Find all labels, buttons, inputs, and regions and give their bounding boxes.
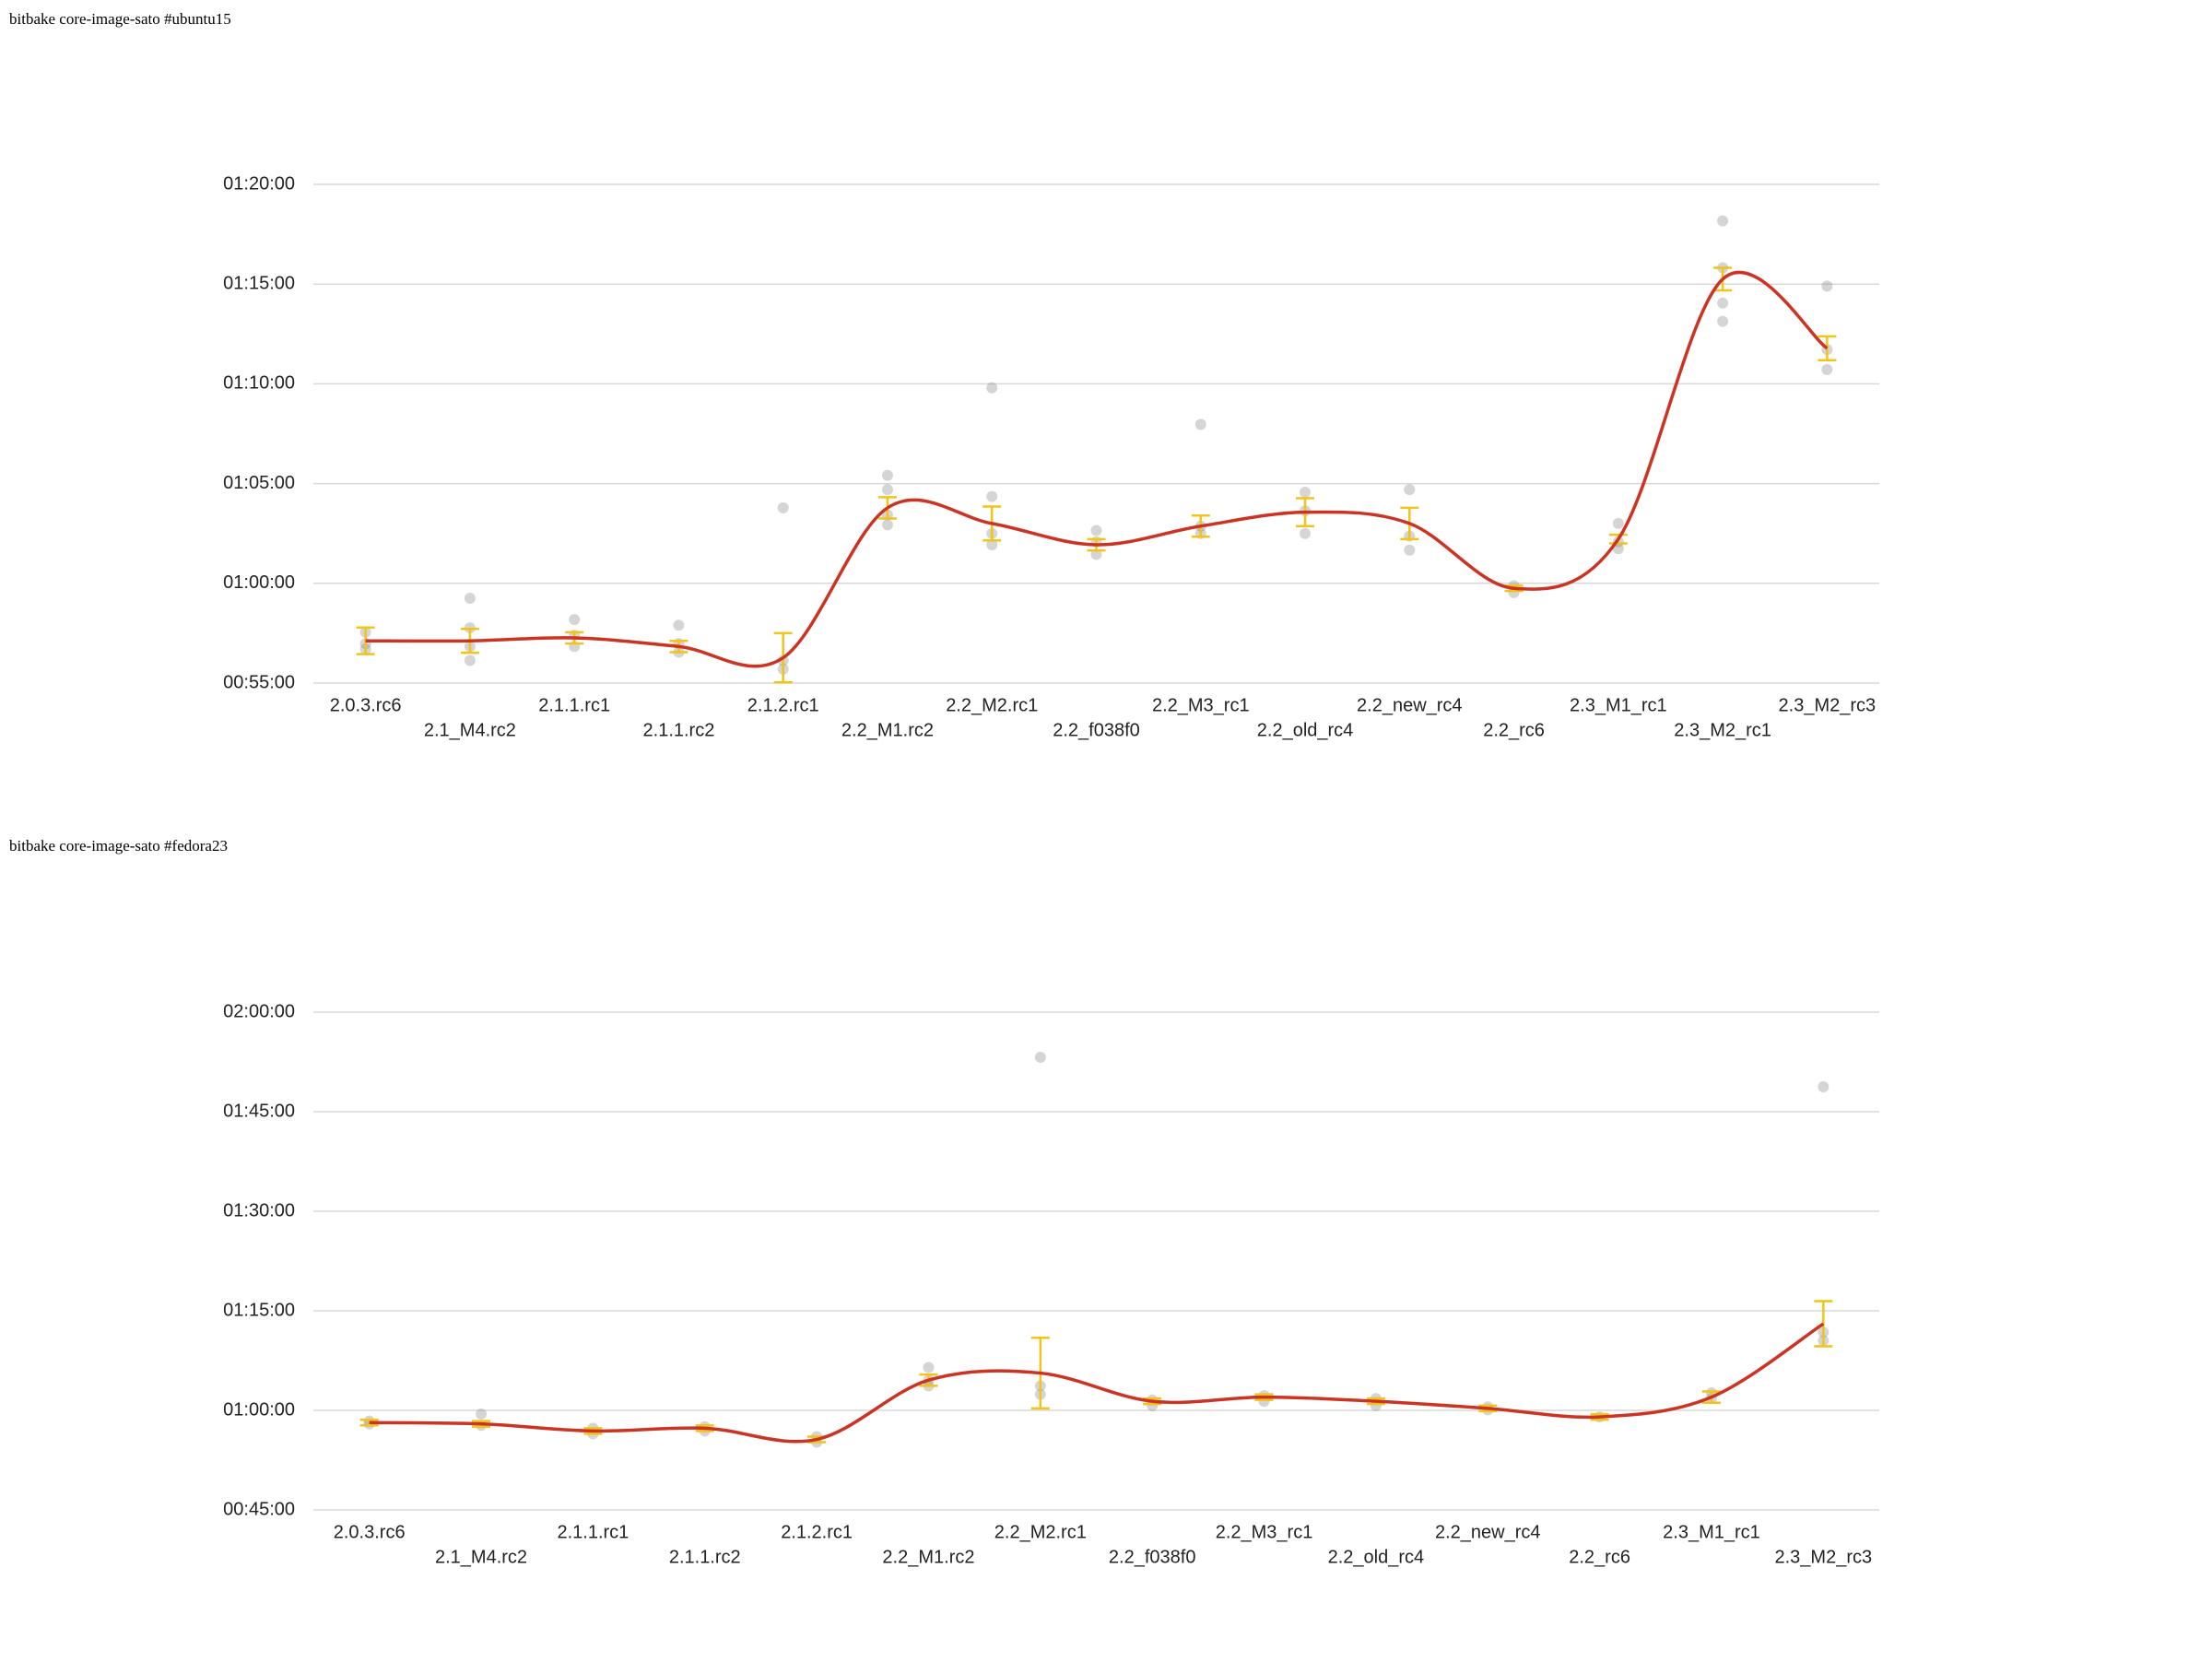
x-tick-label: 2.2_new_rc4	[1357, 695, 1463, 715]
x-tick-label: 2.1_M4.rc2	[424, 720, 516, 740]
y-tick-label: 00:55:00	[223, 672, 295, 692]
x-tick-label: 2.1.2.rc1	[747, 695, 819, 715]
x-tick-label: 2.2_f038f0	[1053, 720, 1140, 740]
x-tick-label: 2.2_rc6	[1569, 1547, 1630, 1567]
x-tick-label: 2.2_M2.rc1	[994, 1522, 1087, 1542]
y-tick-label: 01:15:00	[223, 1300, 295, 1320]
sample-point	[1300, 527, 1312, 539]
sample-point	[1612, 517, 1624, 529]
sample-point	[1090, 525, 1102, 536]
x-tick-label: 2.1.1.rc1	[538, 695, 610, 715]
sample-point	[986, 490, 998, 502]
sample-point	[464, 593, 476, 605]
mean-line	[365, 270, 1829, 668]
sample-point	[464, 654, 476, 666]
sample-point	[1300, 486, 1312, 498]
sample-point	[1717, 297, 1729, 309]
y-tick-label: 00:45:00	[223, 1499, 295, 1519]
x-tick-label: 2.2_new_rc4	[1435, 1522, 1541, 1542]
sample-point	[1821, 280, 1833, 292]
chart-title: bitbake core-image-sato #ubuntu15	[9, 10, 231, 28]
y-tick-label: 01:10:00	[223, 373, 295, 394]
x-tick-label: 2.1.2.rc1	[781, 1522, 853, 1542]
sample-point	[476, 1408, 488, 1420]
x-tick-label: 2.3_M1_rc1	[1570, 695, 1667, 715]
x-tick-label: 2.2_rc6	[1483, 720, 1545, 740]
x-tick-label: 2.1_M4.rc2	[435, 1547, 527, 1567]
y-tick-label: 01:00:00	[223, 1399, 295, 1420]
mean-line	[369, 1322, 1825, 1444]
x-tick-label: 2.3_M2_rc3	[1779, 695, 1877, 715]
x-tick-label: 2.2_M3_rc1	[1216, 1522, 1313, 1542]
sample-point	[673, 619, 685, 631]
x-tick-label: 2.1.1.rc2	[643, 720, 715, 740]
x-tick-label: 2.2_old_rc4	[1257, 720, 1354, 740]
x-tick-label: 2.2_f038f0	[1109, 1547, 1196, 1567]
y-tick-label: 01:15:00	[223, 273, 295, 293]
x-tick-label: 2.3_M2_rc3	[1775, 1547, 1873, 1567]
sample-point	[1090, 548, 1102, 560]
x-tick-label: 2.2_M3_rc1	[1152, 695, 1250, 715]
y-tick-label: 01:05:00	[223, 473, 295, 493]
sample-point	[1612, 543, 1624, 555]
x-tick-label: 2.1.1.rc2	[669, 1547, 741, 1567]
sample-point	[1404, 484, 1416, 496]
sample-point	[1821, 363, 1833, 375]
sample-point	[1717, 215, 1729, 227]
sample-point	[881, 469, 893, 481]
y-tick-label: 01:20:00	[223, 173, 295, 194]
y-tick-label: 01:45:00	[223, 1101, 295, 1121]
y-tick-label: 02:00:00	[223, 1001, 295, 1021]
x-tick-label: 2.2_M1.rc2	[882, 1547, 974, 1567]
sample-point	[986, 382, 998, 394]
x-tick-label: 2.2_M1.rc2	[841, 720, 934, 740]
y-tick-label: 01:30:00	[223, 1200, 295, 1220]
sample-point	[881, 484, 893, 496]
error-bar	[1818, 335, 1837, 362]
chart-title: bitbake core-image-sato #fedora23	[9, 837, 228, 855]
sample-point	[1717, 315, 1729, 327]
x-tick-label: 2.0.3.rc6	[334, 1522, 406, 1542]
sample-point	[569, 614, 581, 626]
sample-point	[923, 1362, 935, 1373]
x-tick-label: 2.1.1.rc1	[557, 1522, 629, 1542]
sample-point	[777, 501, 789, 513]
x-tick-label: 2.3_M1_rc1	[1663, 1522, 1760, 1542]
y-tick-label: 01:00:00	[223, 572, 295, 593]
x-tick-label: 2.2_M2.rc1	[946, 695, 1038, 715]
error-bar	[356, 626, 375, 655]
sample-point	[1818, 1081, 1830, 1092]
sample-point	[1034, 1051, 1046, 1063]
sample-point	[986, 538, 998, 550]
sample-point	[1194, 418, 1206, 430]
x-tick-label: 2.3_M2_rc1	[1674, 720, 1771, 740]
x-tick-label: 2.2_old_rc4	[1328, 1547, 1425, 1567]
sample-point	[1404, 544, 1416, 556]
x-tick-label: 2.0.3.rc6	[330, 695, 402, 715]
sample-point	[881, 519, 893, 531]
